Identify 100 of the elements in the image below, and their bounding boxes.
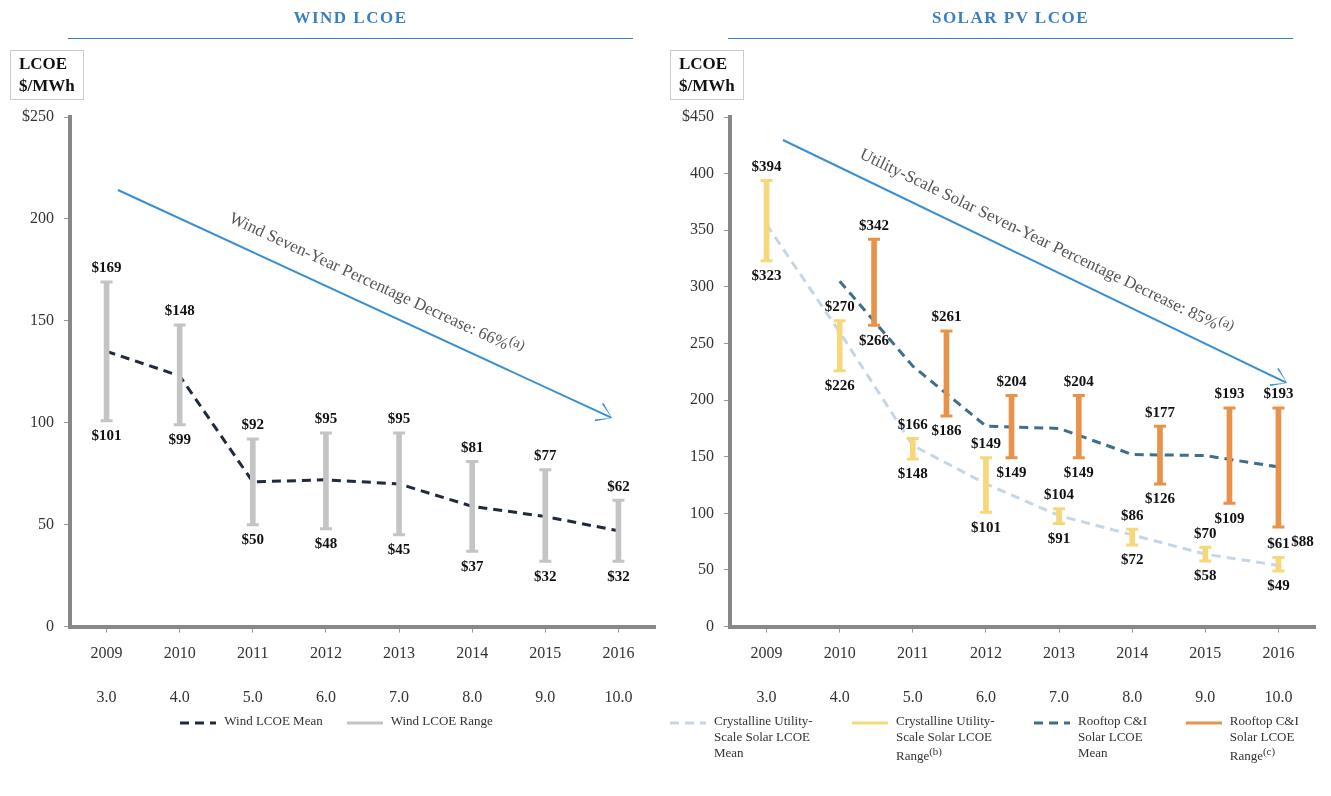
y-axis-title: LCOE $/MWh <box>670 50 744 101</box>
x2-tick-label: 8.0 <box>1122 687 1143 705</box>
x-tick-label: 2011 <box>237 644 269 662</box>
annotation: $101 <box>970 518 1001 535</box>
annotation: $45 <box>387 541 411 558</box>
annotation: $50 <box>241 531 265 548</box>
y-tick-label: 250 <box>690 333 714 351</box>
annotation: $32 <box>534 567 557 584</box>
legend-label: Rooftop C&I Solar LCOE Range$^{(c)}$ <box>1229 713 1300 765</box>
annotation: $126 <box>1144 490 1176 507</box>
annotation: $48 <box>314 535 338 552</box>
y-tick-label: 400 <box>690 163 714 181</box>
x2-tick-label: 8.0 <box>462 687 483 705</box>
x2-tick-label: 10.0 <box>1264 687 1293 705</box>
y-tick-label: 0 <box>706 616 714 634</box>
legend-label: Crystalline Utility-Scale Solar LCOE Range$^{(b)}$ <box>896 713 996 765</box>
x2-tick-label: 9.0 <box>1195 687 1216 705</box>
annotation: $148 <box>897 465 928 482</box>
annotation: $169 <box>91 259 122 276</box>
y-tick-label: 50 <box>38 514 54 532</box>
annotation: $86 <box>1120 506 1144 523</box>
legend-label: Crystalline Utility-Scale Solar LCOE Mean <box>714 713 814 761</box>
x-tick-label: 2013 <box>383 644 416 662</box>
bar <box>176 324 183 426</box>
annotation: $70 <box>1194 524 1217 541</box>
annotation: $88 <box>1291 533 1314 550</box>
x-tick-label: 2012 <box>969 644 1002 662</box>
annotation: $62 <box>607 477 630 494</box>
annotation: $323 <box>751 267 782 284</box>
x2-tick-label: 6.0 <box>975 687 996 705</box>
bar <box>871 238 877 326</box>
y-tick-label: $450 <box>682 107 714 125</box>
x-tick-label: 2015 <box>529 644 562 662</box>
x-tick-label: 2009 <box>90 644 123 662</box>
x-tick-label: 2016 <box>1262 644 1295 662</box>
x-tick-label: 2011 <box>897 644 929 662</box>
annotation: $77 <box>534 447 558 464</box>
annotation: $37 <box>460 557 484 574</box>
y-tick-label: 50 <box>698 560 714 578</box>
annotation: $204 <box>1063 372 1095 389</box>
annotation: $270 <box>824 298 855 315</box>
y-tick-label: 100 <box>690 503 714 521</box>
x2-tick-label: 7.0 <box>1049 687 1070 705</box>
bar <box>396 432 402 536</box>
y-tick-label: 0 <box>46 616 54 634</box>
annotation: $266 <box>859 331 890 348</box>
annotation: $49 <box>1267 577 1290 594</box>
x2-tick-label: 3.0 <box>756 687 777 705</box>
annotation: $81 <box>460 438 484 455</box>
x-tick-label: 2014 <box>1116 644 1149 662</box>
bar <box>1075 395 1082 459</box>
annotation: $149 <box>970 435 1001 452</box>
legend-label: Wind LCOE Mean <box>224 713 323 729</box>
bar <box>469 461 476 552</box>
annotation: $177 <box>1144 403 1176 420</box>
x-tick-label: 2013 <box>1043 644 1076 662</box>
annotation: $99 <box>168 431 191 448</box>
x2-tick-label: 10.0 <box>604 687 633 705</box>
annotation: $342 <box>859 216 890 233</box>
annotation: $226 <box>824 377 856 394</box>
y-axis-title: LCOE $/MWh <box>10 50 84 101</box>
annotation: $261 <box>931 308 962 325</box>
annotation: $166 <box>897 415 929 432</box>
bar <box>249 438 256 526</box>
bar <box>542 469 549 562</box>
x-tick-label: 2010 <box>823 644 856 662</box>
annotation: $58 <box>1194 567 1217 584</box>
y-tick-label: 200 <box>30 209 54 227</box>
x2-tick-label: 3.0 <box>96 687 117 705</box>
y-tick-label: 200 <box>690 390 714 408</box>
x2-tick-label: 4.0 <box>829 687 850 705</box>
annotation: $193 <box>1214 385 1245 402</box>
annotation: $92 <box>241 416 265 433</box>
x2-tick-label: 4.0 <box>169 687 190 705</box>
y-tick-label: 350 <box>690 220 714 238</box>
annotation: $95 <box>387 410 411 427</box>
y-tick-label: 150 <box>690 446 714 464</box>
annotation: $148 <box>164 302 195 319</box>
x-tick-label: 2009 <box>750 644 783 662</box>
y-tick-label: 150 <box>30 311 54 329</box>
x2-tick-label: 6.0 <box>315 687 336 705</box>
legend-label: Wind LCOE Range <box>390 713 493 729</box>
annotation: $95 <box>314 410 338 427</box>
annotation: $149 <box>996 464 1027 481</box>
x-tick-label: 2015 <box>1189 644 1222 662</box>
legend-label: Rooftop C&I Solar LCOE Mean <box>1078 713 1148 761</box>
x-tick-label: 2016 <box>602 644 635 662</box>
annotation: $109 <box>1214 509 1245 526</box>
bar <box>323 432 329 530</box>
y-tick-label: 100 <box>30 412 54 430</box>
x-tick-label: 2012 <box>309 644 342 662</box>
annotation: $32 <box>607 567 630 584</box>
x2-tick-label: 9.0 <box>535 687 556 705</box>
x2-tick-label: 5.0 <box>902 687 923 705</box>
annotation: $394 <box>751 157 783 174</box>
annotation: $149 <box>1063 464 1094 481</box>
x2-tick-label: 7.0 <box>389 687 410 705</box>
annotation: $91 <box>1047 529 1071 546</box>
annotation: $61 <box>1267 534 1290 551</box>
annotation: $101 <box>91 427 122 444</box>
